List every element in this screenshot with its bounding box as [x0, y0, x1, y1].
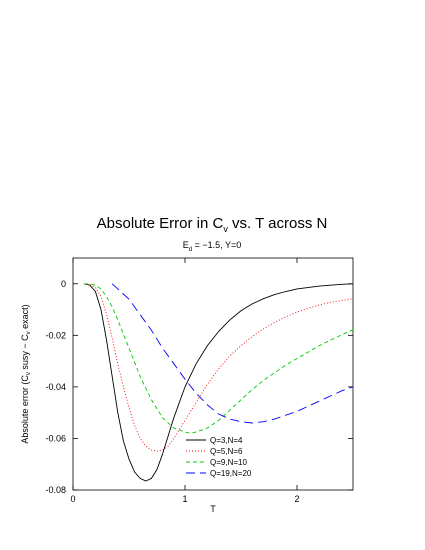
legend-label-2: Q=9,N=10: [210, 458, 247, 467]
y-tick-label: -0.08: [45, 485, 66, 495]
y-tick-label: -0.04: [45, 382, 66, 392]
series-line-0: [84, 283, 354, 482]
x-tick-label: 1: [182, 494, 187, 504]
plot-frame: [72, 257, 354, 491]
axis-ticks: 0 1 2 0 -0.02 -0.04 -0.06 -0.08: [45, 258, 353, 504]
x-axis-label: T: [210, 504, 216, 514]
series-line-2: [84, 283, 354, 434]
chart-subtitle: Ed = −1.5, Y=0: [183, 240, 242, 253]
legend-label-1: Q=5,N=6: [210, 447, 243, 456]
legend-label-0: Q=3,N=4: [210, 436, 243, 445]
chart-title: Absolute Error in Cv vs. T across N: [97, 215, 328, 234]
series-line-1: [84, 283, 354, 452]
legend: Q=3,N=4 Q=5,N=6 Q=9,N=10 Q=19,N=20: [186, 436, 252, 478]
y-tick-label: -0.02: [45, 330, 66, 340]
x-tick-label: 2: [294, 494, 299, 504]
series-line-3: [111, 283, 354, 424]
series-lines: [84, 283, 354, 482]
legend-label-3: Q=19,N=20: [210, 469, 252, 478]
y-tick-label: -0.06: [45, 433, 66, 443]
y-tick-label: 0: [61, 279, 66, 289]
y-axis-label: Absolute error (Cv susy − Cv exact): [20, 304, 32, 443]
x-tick-label: 0: [70, 494, 75, 504]
